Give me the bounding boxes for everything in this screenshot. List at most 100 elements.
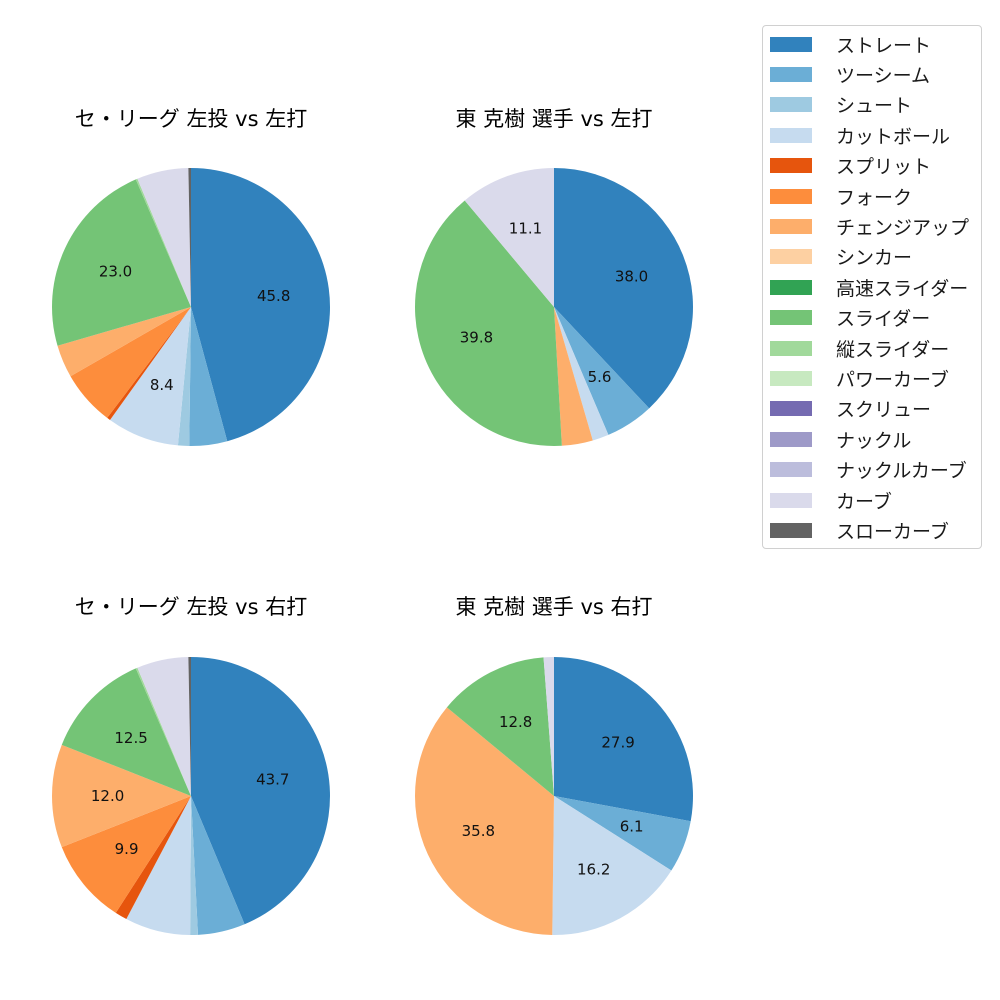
pie-slice <box>552 796 672 935</box>
pie-slice <box>52 179 191 346</box>
legend-item: フォーク <box>770 184 913 209</box>
legend: ストレートツーシームシュートカットボール スプリットフォークチェンジアップ シンカー… <box>762 25 982 549</box>
pie-slice <box>135 178 191 307</box>
legend-swatch <box>770 492 812 508</box>
legend-label: フォーク <box>836 186 913 209</box>
legend-swatch <box>770 66 812 82</box>
legend-item: ナックルカーブ <box>770 458 967 482</box>
slice-value-label: 12.0 <box>91 787 124 805</box>
legend-item: スプリット <box>770 154 931 178</box>
pie-slice <box>191 657 330 925</box>
legend-swatch <box>770 310 812 326</box>
pie-slice <box>188 657 191 796</box>
legend-item: 高速スライダー <box>770 275 969 300</box>
pie-slice <box>110 307 191 446</box>
legend-item: カットボール <box>770 123 951 148</box>
legend-item: パワーカーブ <box>770 366 949 391</box>
pie-slice <box>415 707 554 935</box>
slice-value-label: 45.8 <box>257 287 290 305</box>
pie-slice <box>115 796 191 920</box>
legend-label: チェンジアップ <box>836 216 970 239</box>
legend-swatch <box>770 522 812 538</box>
legend-swatch <box>770 401 812 417</box>
slice-value-label: 23.0 <box>99 262 132 280</box>
legend-swatch <box>770 127 812 143</box>
legend-item: シンカー <box>770 245 912 269</box>
legend-swatch <box>770 340 812 356</box>
slice-value-label: 12.5 <box>114 729 147 747</box>
pie-slice <box>126 796 191 935</box>
slice-value-label: 35.8 <box>462 822 495 840</box>
pie-slice <box>191 796 245 935</box>
legend-label: ナックルカーブ <box>836 460 967 483</box>
legend-swatch <box>770 462 812 478</box>
pie-slice <box>135 667 191 796</box>
pie-slice <box>107 307 191 420</box>
slice-value-label: 8.4 <box>150 376 174 394</box>
legend-item: ナックル <box>770 427 912 452</box>
slice-value-label: 38.0 <box>615 267 648 285</box>
legend-item: ツーシーム <box>770 62 931 87</box>
pie-slice <box>61 796 191 913</box>
pie-slice <box>543 657 554 796</box>
legend-label: 高速スライダー <box>836 277 969 300</box>
pie-slice <box>554 307 609 441</box>
pie-slice <box>137 657 191 796</box>
slice-value-label: 27.9 <box>601 734 634 752</box>
pie-slice <box>189 307 228 446</box>
legend-swatch <box>770 249 812 265</box>
pie-slice <box>446 657 554 796</box>
pie-slice <box>52 744 191 848</box>
legend-item: ストレート <box>770 32 932 57</box>
pie-slice <box>554 657 693 822</box>
legend-label: カーブ <box>836 490 892 513</box>
legend-swatch <box>770 431 812 447</box>
legend-item: シュート <box>770 93 912 117</box>
pie-slice <box>464 168 554 307</box>
slice-value-label: 6.1 <box>620 817 644 835</box>
slice-value-label: 11.1 <box>509 220 542 238</box>
pie-slice <box>61 668 191 796</box>
legend-swatch <box>770 36 812 52</box>
legend-label: スクリュー <box>836 399 932 422</box>
legend-label: スライダー <box>836 308 931 331</box>
slice-value-label: 39.8 <box>460 329 493 347</box>
pie-slice <box>554 168 693 409</box>
legend-swatch <box>770 218 812 234</box>
legend-swatch <box>770 279 812 295</box>
pie-slice <box>554 307 593 446</box>
legend-label: シンカー <box>836 247 913 270</box>
chart-title: 東 克樹 選手 vs 左打 <box>455 107 653 131</box>
legend-label: ナックル <box>836 429 912 452</box>
legend-label: ツーシーム <box>836 64 931 87</box>
pie-slice <box>554 796 691 871</box>
legend-item: カーブ <box>770 488 892 513</box>
legend-item: スローカーブ <box>770 518 949 543</box>
pie-slice <box>191 168 331 442</box>
pie-slice <box>190 796 198 935</box>
legend-label: スプリット <box>836 156 932 179</box>
slice-value-label: 12.8 <box>499 713 532 731</box>
slice-value-label: 5.6 <box>588 368 612 386</box>
legend-label: シュート <box>836 95 913 118</box>
legend-swatch <box>770 158 812 174</box>
legend-label: スローカーブ <box>836 520 949 543</box>
chart-title: セ・リーグ 左投 vs 左打 <box>74 107 308 131</box>
legend-label: カットボール <box>836 125 951 148</box>
legend-label: ストレート <box>836 34 932 57</box>
pie-slice <box>188 168 191 307</box>
pie-slice <box>554 307 650 435</box>
legend-item: チェンジアップ <box>770 214 970 239</box>
pie-slice <box>415 200 562 446</box>
legend-swatch <box>770 188 812 204</box>
slice-value-label: 16.2 <box>577 860 610 878</box>
pie-slice <box>57 307 191 377</box>
legend-swatch <box>770 97 812 113</box>
legend-item: 縦スライダー <box>770 336 950 361</box>
chart-title: セ・リーグ 左投 vs 右打 <box>74 595 308 619</box>
legend-label: 縦スライダー <box>836 338 950 361</box>
